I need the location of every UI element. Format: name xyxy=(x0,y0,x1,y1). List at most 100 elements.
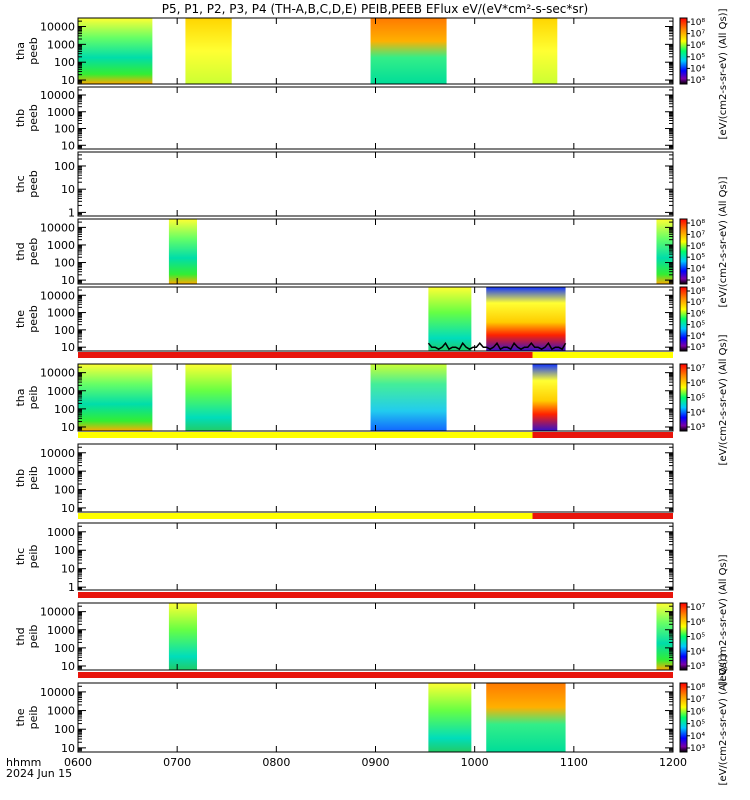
y-axis-label: peeb xyxy=(27,238,40,266)
spectrogram-block xyxy=(428,287,472,351)
panel-frame xyxy=(77,443,674,513)
y-tick-label: 1000 xyxy=(47,38,75,51)
colorbar-tick-label: 10³ xyxy=(690,744,705,754)
y-tick-label: 10 xyxy=(61,742,75,755)
y-axis-label: thb xyxy=(14,109,27,127)
colorbar-tick-label: 10⁷ xyxy=(690,364,705,374)
y-tick-label: 1000 xyxy=(47,465,75,478)
status-bar-segment xyxy=(78,352,533,358)
y-axis-label: thb xyxy=(14,469,27,487)
colorbar-tick-label: 10³ xyxy=(690,276,705,286)
y-axis-label: peib xyxy=(27,545,40,569)
y-tick-label: 1000 xyxy=(47,307,75,320)
y-tick-label: 1000 xyxy=(47,624,75,637)
y-tick-label: 1000 xyxy=(47,526,75,539)
colorbar-tick-label: 10⁷ xyxy=(690,603,705,613)
status-bar-segment xyxy=(78,513,533,519)
y-axis-label: thd xyxy=(14,627,27,645)
colorbar-tick-label: 10³ xyxy=(690,423,705,433)
colorbar-tick-label: 10³ xyxy=(690,662,705,672)
y-tick-label: 1 xyxy=(68,581,75,594)
y-axis-label: tha xyxy=(14,388,27,406)
y-tick-label: 10 xyxy=(61,660,75,673)
panel-the-peib: 10 100 1000 10000 the peib 10³ 10⁴ 10⁵ 10⁶ 10⁷ 10⁸ xyxy=(14,682,705,755)
panel-frame xyxy=(77,286,674,352)
colorbar-tick-label: 10⁷ xyxy=(690,298,705,308)
panel-frame xyxy=(77,218,674,285)
y-tick-label: 10000 xyxy=(40,447,75,460)
colorbar-tick-label: 10⁶ xyxy=(690,41,705,51)
y-axis-label: peib xyxy=(27,706,40,730)
y-tick-label: 10000 xyxy=(40,89,75,102)
colorbar-tick-label: 10⁸ xyxy=(690,287,705,297)
y-tick-label: 10 xyxy=(61,139,75,152)
colorbar-tick-label: 10⁶ xyxy=(690,242,705,252)
x-footer-hhmm: hhmm xyxy=(6,756,41,769)
spectrogram-block xyxy=(428,683,472,752)
colorbar-tick-label: 10⁵ xyxy=(690,53,705,63)
y-tick-label: 10000 xyxy=(40,606,75,619)
y-axis-label: peib xyxy=(27,466,40,490)
y-tick-label: 10000 xyxy=(40,221,75,234)
y-tick-label: 100 xyxy=(54,160,75,173)
x-axis: 0600 0700 0800 0900 1000 1100 1200 xyxy=(64,756,687,769)
colorbar xyxy=(679,218,688,285)
colorbar-unit-label: [eV/(cm2-s-sr-eV) (All Qs)] xyxy=(718,8,729,139)
spectrogram-block xyxy=(78,18,153,84)
colorbar-tick-label: 10⁷ xyxy=(690,30,705,40)
colorbar-unit-label: [eV/(cm2-s-sr-eV) (All Qs)] xyxy=(718,334,729,465)
x-tick-label: 0700 xyxy=(163,756,191,769)
y-tick-label: 1000 xyxy=(47,239,75,252)
y-tick-label: 10 xyxy=(61,183,75,196)
panel-frame xyxy=(77,86,674,150)
colorbar-unit-label: [eV/(cm2-s-sr-eV) (All Qs)] xyxy=(718,654,729,785)
y-axis-label: peib xyxy=(27,625,40,649)
y-tick-label: 10 xyxy=(61,421,75,434)
y-tick-label: 100 xyxy=(54,723,75,736)
colorbar-tick-label: 10³ xyxy=(690,343,705,353)
colorbar-tick-label: 10⁷ xyxy=(690,695,705,705)
y-tick-label: 10000 xyxy=(40,21,75,34)
colorbar-tick-label: 10⁵ xyxy=(690,720,705,730)
y-tick-label: 100 xyxy=(54,257,75,270)
colorbar-unit-label: [eV/(cm2-s-sr-eV) (All Qs)] xyxy=(718,176,729,307)
spectrogram-block xyxy=(370,364,447,431)
y-tick-label: 10 xyxy=(61,274,75,287)
panel-frame xyxy=(77,522,674,591)
colorbar-tick-label: 10⁶ xyxy=(690,707,705,717)
y-tick-label: 10 xyxy=(61,341,75,354)
x-tick-label: 1100 xyxy=(560,756,588,769)
colorbar-tick-label: 10⁵ xyxy=(690,321,705,331)
y-tick-label: 10000 xyxy=(40,367,75,380)
spectrogram-block xyxy=(168,603,197,670)
colorbar xyxy=(679,682,688,753)
spectrogram-block xyxy=(656,219,673,284)
colorbar xyxy=(679,363,688,432)
colorbar-tick-label: 10³ xyxy=(690,76,705,86)
x-tick-label: 1000 xyxy=(461,756,489,769)
spectrogram-block xyxy=(486,683,566,752)
y-axis-label: peeb xyxy=(27,305,40,333)
y-tick-label: 100 xyxy=(54,123,75,136)
status-bar-segment xyxy=(532,513,673,519)
y-tick-label: 1000 xyxy=(47,385,75,398)
y-axis-label: tha xyxy=(14,42,27,60)
y-tick-label: 10000 xyxy=(40,686,75,699)
status-bars-group xyxy=(78,352,673,678)
colorbar-tick-label: 10⁴ xyxy=(690,265,705,275)
y-axis-label: peeb xyxy=(27,37,40,65)
y-tick-label: 10000 xyxy=(40,289,75,302)
status-bar-segment xyxy=(78,672,673,678)
x-tick-label: 0900 xyxy=(362,756,390,769)
y-axis-label: thd xyxy=(14,242,27,260)
chart-title: P5, P1, P2, P3, P4 (TH-A,B,C,D,E) PEIB,P… xyxy=(162,2,588,16)
panel-frame xyxy=(77,151,674,217)
spectrogram-block xyxy=(78,364,153,431)
spectrogram-block xyxy=(532,18,558,84)
x-tick-label: 0800 xyxy=(262,756,290,769)
colorbar-tick-label: 10⁴ xyxy=(690,64,705,74)
